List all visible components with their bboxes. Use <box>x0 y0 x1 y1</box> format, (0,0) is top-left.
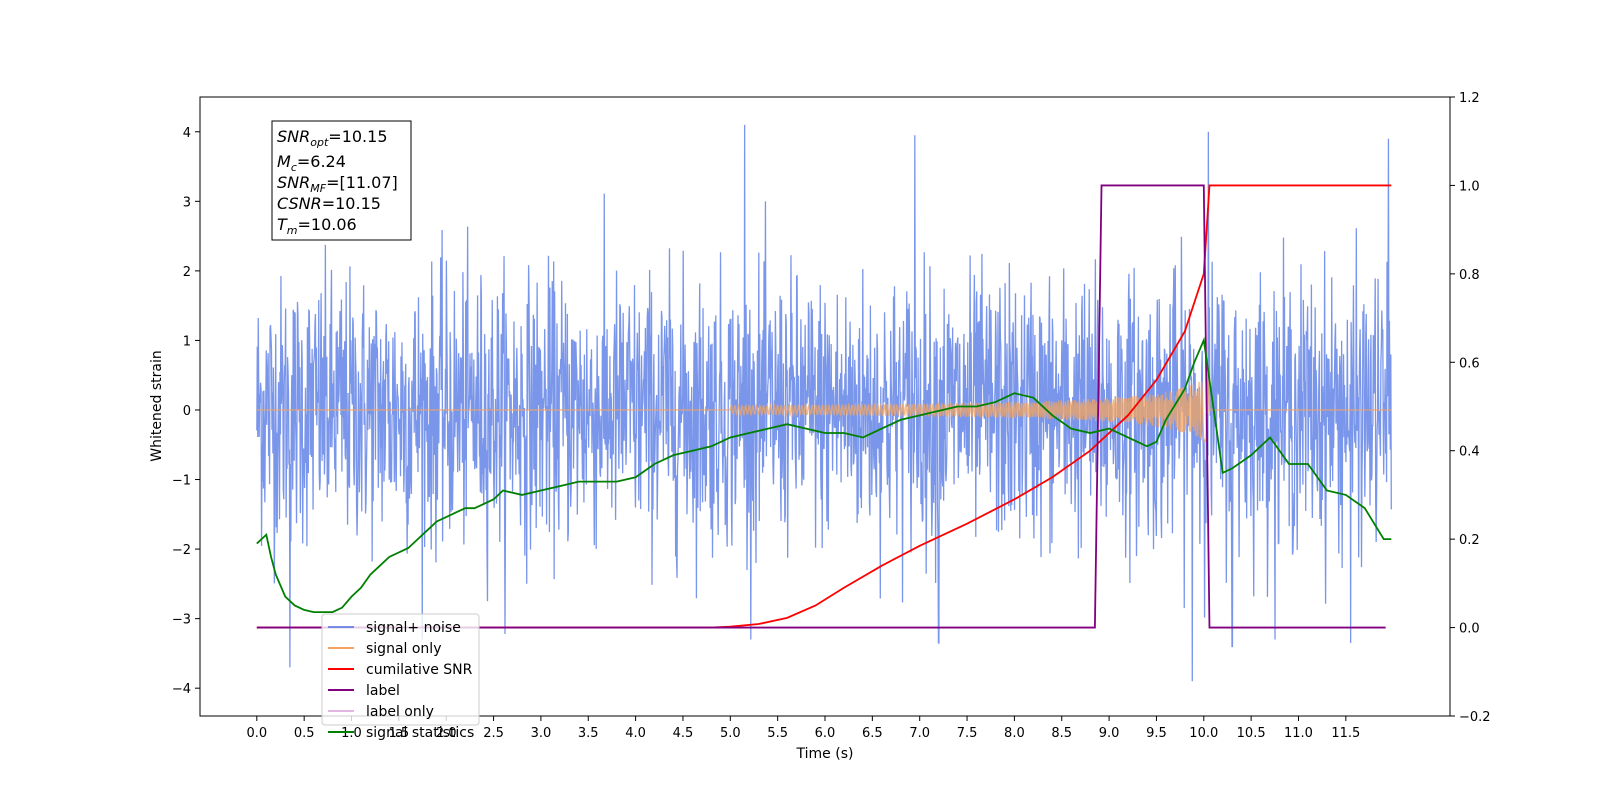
info-snr-opt-subscript: opt <box>310 136 329 149</box>
x-tick-label: 10.0 <box>1189 726 1218 741</box>
series-signal-only-line <box>256 375 1392 444</box>
x-tick-label: 2.5 <box>483 726 504 741</box>
x-tick-label: 2.0 <box>436 726 457 741</box>
x-tick-label: 6.5 <box>862 726 883 741</box>
series-signal-noise-line <box>256 124 1392 682</box>
x-tick-label: 0.5 <box>294 726 315 741</box>
y-tick-right-label: 0.0 <box>1459 622 1480 637</box>
y-tick-right-label: −0.2 <box>1459 710 1491 725</box>
x-tick-label: 9.0 <box>1099 726 1120 741</box>
info-mc: Mc=6.24 <box>277 152 346 174</box>
info-snr-mf: SNRMF=[11.07] <box>277 173 398 195</box>
y-axis-label: Whitened strain <box>149 350 165 461</box>
y-tick-right-label: 0.2 <box>1459 533 1480 548</box>
info-csnr-value: =10.15 <box>322 194 381 213</box>
x-tick-label: 1.0 <box>341 726 362 741</box>
legend-label: label <box>366 683 400 699</box>
y-tick-right-label: 1.2 <box>1459 91 1480 106</box>
y-tick-right-label: 1.0 <box>1459 179 1480 194</box>
series-label-line <box>256 184 1386 629</box>
y-axis-right: −0.2 0.0 0.2 0.4 0.6 0.8 1.0 1.2 <box>1450 91 1491 725</box>
y-tick-right-label: 0.4 <box>1459 445 1480 460</box>
legend: signal+ noise signal only cumilative SNR la… <box>321 613 480 741</box>
y-tick-right-label: 0.6 <box>1459 356 1480 371</box>
x-tick-label: 4.0 <box>625 726 646 741</box>
x-tick-label: 11.5 <box>1331 726 1360 741</box>
x-tick-label: 0.0 <box>246 726 267 741</box>
x-tick-label: 5.5 <box>767 726 788 741</box>
x-tick-label: 8.0 <box>1004 726 1025 741</box>
x-tick-label: 8.5 <box>1051 726 1072 741</box>
x-axis: 0.0 0.5 1.0 1.5 2.0 2.5 3.0 3.5 4.0 4.5 5.0 5.5 6.0 6… <box>246 716 1360 741</box>
x-tick-label: 10.5 <box>1237 726 1266 741</box>
legend-label: label only <box>366 704 434 720</box>
x-tick-label: 5.0 <box>720 726 741 741</box>
legend-label: signal only <box>366 641 441 657</box>
x-tick-label: 7.5 <box>957 726 978 741</box>
info-box: SNRopt=10.15 Mc=6.24 SNRMF=[11.07] CSNR=… <box>271 120 412 241</box>
info-snr-mf-symbol: SNR <box>277 173 310 192</box>
info-csnr-symbol: CSNR <box>277 194 322 213</box>
y-tick-left-label: −3 <box>172 613 191 628</box>
info-tm-subscript: m <box>287 224 298 237</box>
y-tick-left-label: 1 <box>183 334 191 349</box>
y-tick-left-label: 3 <box>183 195 191 210</box>
legend-items: signal+ noise signal only cumilative SNR la… <box>328 620 474 741</box>
info-snr-mf-subscript: MF <box>310 182 326 195</box>
series-layer <box>256 124 1392 682</box>
info-snr-opt-value: =10.15 <box>328 127 387 146</box>
info-mc-value: =6.24 <box>297 152 346 171</box>
info-mc-symbol: M <box>277 152 291 171</box>
legend-frame <box>321 613 480 726</box>
x-tick-label: 4.5 <box>673 726 694 741</box>
info-snr-opt: SNRopt=10.15 <box>277 127 388 149</box>
series-signal-statistics-line <box>256 336 1392 613</box>
y-tick-left-label: 0 <box>183 404 191 419</box>
x-tick-label: 3.5 <box>578 726 599 741</box>
info-tm: Tm=10.06 <box>277 215 357 237</box>
y-tick-right-label: 0.8 <box>1459 268 1480 283</box>
y-tick-left-label: −4 <box>172 682 191 697</box>
info-tm-symbol: T <box>277 215 288 234</box>
y-tick-left-label: −2 <box>172 543 191 558</box>
legend-label: signal+ noise <box>366 620 461 636</box>
legend-label: cumilative SNR <box>366 662 473 678</box>
x-tick-label: 6.0 <box>815 726 836 741</box>
y-tick-left-label: −1 <box>172 474 191 489</box>
info-snr-mf-value: =[11.07] <box>326 173 398 192</box>
info-tm-value: =10.06 <box>298 215 357 234</box>
x-tick-label: 9.5 <box>1146 726 1167 741</box>
x-tick-label: 3.0 <box>531 726 552 741</box>
x-tick-label: 7.0 <box>909 726 930 741</box>
info-csnr: CSNR=10.15 <box>277 194 381 213</box>
y-axis-left: −4 −3 −2 −1 0 1 2 3 4 <box>172 126 200 697</box>
legend-label: signal statistics <box>366 725 474 741</box>
info-box-frame <box>271 120 412 241</box>
y-tick-left-label: 2 <box>183 265 191 280</box>
series-cumilative-snr-line <box>256 184 1392 629</box>
info-mc-subscript: c <box>291 161 297 174</box>
info-snr-opt-symbol: SNR <box>277 127 310 146</box>
x-tick-label: 1.5 <box>389 726 410 741</box>
x-tick-label: 11.0 <box>1284 726 1313 741</box>
x-axis-label: Time (s) <box>796 746 854 762</box>
y-tick-left-label: 4 <box>183 126 191 141</box>
